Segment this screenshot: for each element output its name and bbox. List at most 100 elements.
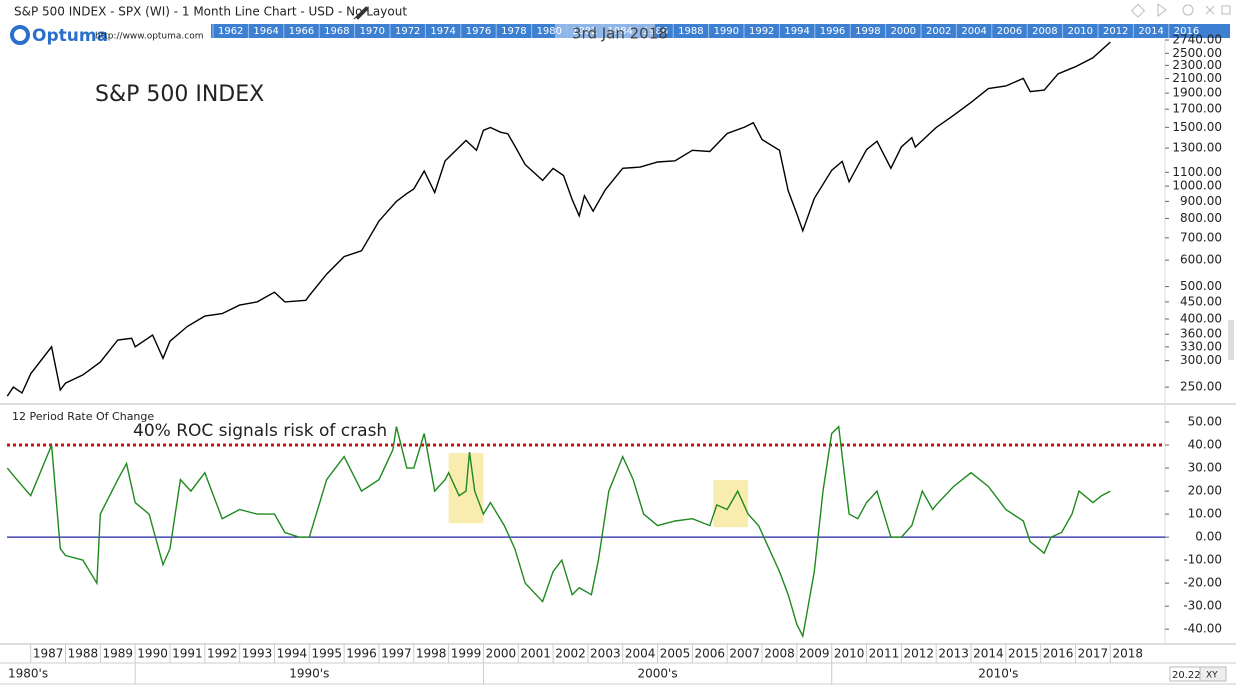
x-tick-label: 2010 [834,647,865,661]
window-title: S&P 500 INDEX - SPX (WI) - 1 Month Line … [14,5,407,19]
url: http://www.optuma.com [95,32,204,42]
cursor-value: 20.22 [1172,670,1201,681]
y-tick-label: 10.00 [1188,507,1222,521]
y-tick-label: -40.00 [1183,622,1222,636]
timeline-year: 1974 [430,26,455,37]
y-tick-label: 900.00 [1180,194,1222,208]
y-tick-label: 1700.00 [1172,102,1222,116]
x-tick-label: 2014 [973,647,1004,661]
x-tick-label: 1993 [242,647,273,661]
x-tick-label: 1998 [416,647,447,661]
timeline-year: 1972 [395,26,420,37]
timeline-year: 1992 [749,26,774,37]
icon[interactable] [1157,3,1167,17]
xy-label[interactable]: XY [1206,671,1218,681]
timeline-year: 2002 [926,26,951,37]
y-tick-label: 700.00 [1180,230,1222,244]
timeline-year: 1966 [289,26,314,37]
timeline-year: 1964 [253,26,278,37]
timeline-year: 1996 [820,26,845,37]
timeline-year: 1968 [324,26,349,37]
y-tick-label: 1300.00 [1172,141,1222,155]
x-tick-label: 2006 [695,647,726,661]
timeline-year: 1976 [466,26,491,37]
timeline-year: 1970 [360,26,385,37]
y-tick-label: -20.00 [1183,576,1222,590]
y-tick-label: 20.00 [1188,484,1222,498]
y-tick-label: 1900.00 [1172,86,1222,100]
x-tick-label: 2008 [764,647,795,661]
timeline-year: 2004 [961,26,986,37]
icon[interactable] [1182,4,1194,16]
x-tick-label: 1989 [102,647,133,661]
annotation: 40% ROC signals risk of crash [133,421,387,441]
x-tick-label: 1999 [451,647,482,661]
x-tick-label: 1996 [346,647,377,661]
y-tick-label: 500.00 [1180,279,1222,293]
x-tick-label: 1991 [172,647,203,661]
icon[interactable] [1221,5,1231,15]
timeline-year: 1978 [501,26,526,37]
y-tick-label: 50.00 [1188,415,1222,429]
decade-label: 1990's [289,667,329,681]
timeline-year: 1988 [678,26,703,37]
timeline-year: 2010 [1068,26,1093,37]
series-line [6,425,1111,639]
icon[interactable] [1130,3,1146,18]
timeline: 1962 1964 1966 1968 1970 1972 1974 1976 1978 1980… [212,24,1199,38]
y-tick-label: 330.00 [1180,339,1222,353]
timeline-year: 1986 [643,26,668,37]
logo-mark [10,25,30,45]
y-tick-label: -30.00 [1183,599,1222,613]
timeline-strip[interactable] [211,24,1230,38]
chart-title: S&P 500 INDEX [95,82,264,107]
x-tick-label: 1990 [137,647,168,661]
timeline-window[interactable] [555,24,655,38]
x-tick-label: 2013 [938,647,969,661]
decade-label: 1980's [8,667,48,681]
x-tick-label: 2003 [590,647,621,661]
y-tick-label: 600.00 [1180,253,1222,267]
timeline-year: 1982 [572,26,597,37]
y-tick-label: 800.00 [1180,211,1222,225]
y-tick-label: 1500.00 [1172,120,1222,134]
y-tick-label: -10.00 [1183,553,1222,567]
panel-title: 12 Period Rate Of Change [12,410,154,423]
y-tick-label: 300.00 [1180,353,1222,367]
x-tick-label: 2007 [729,647,760,661]
y-tick-label: 2500.00 [1172,46,1222,60]
edit-icon[interactable] [353,6,369,20]
y-tick-label: 2100.00 [1172,71,1222,85]
x-tick-label: 2015 [1008,647,1039,661]
date-label: 3rd Jan 2018 [572,25,668,43]
y-tick-label: 2740.00 [1172,33,1222,47]
x-tick-label: 2004 [625,647,656,661]
x-tick-label: 2016 [1043,647,1074,661]
timeline-year: 1990 [714,26,739,37]
decade-label: 2010's [978,667,1018,681]
y-tick-label: 30.00 [1188,461,1222,475]
x-tick-label: 1988 [68,647,99,661]
timeline-year: 2016 [1174,26,1199,37]
x-tick-label: 2001 [520,647,551,661]
timeline-year: 2006 [997,26,1022,37]
scroll-handle[interactable] [1228,320,1234,360]
x-tick-label: 2011 [869,647,900,661]
xy-button[interactable] [1199,666,1227,682]
x-tick-label: 1997 [381,647,412,661]
x-tick-label: 2009 [799,647,830,661]
y-tick-label: 1100.00 [1172,165,1222,179]
x-tick-label: 1987 [33,647,64,661]
y-tick-label: 360.00 [1180,327,1222,341]
x-tick-label: 1995 [311,647,342,661]
icon[interactable] [1205,5,1215,15]
y-tick-label: 250.00 [1180,380,1222,394]
x-tick-label: 1992 [207,647,238,661]
series-line [6,41,1111,397]
timeline-year: 1998 [855,26,880,37]
y-tick-label: 400.00 [1180,311,1222,325]
y-tick-label: 0.00 [1195,530,1222,544]
timeline-year: 2014 [1138,26,1163,37]
timeline-year: 1962 [218,26,243,37]
